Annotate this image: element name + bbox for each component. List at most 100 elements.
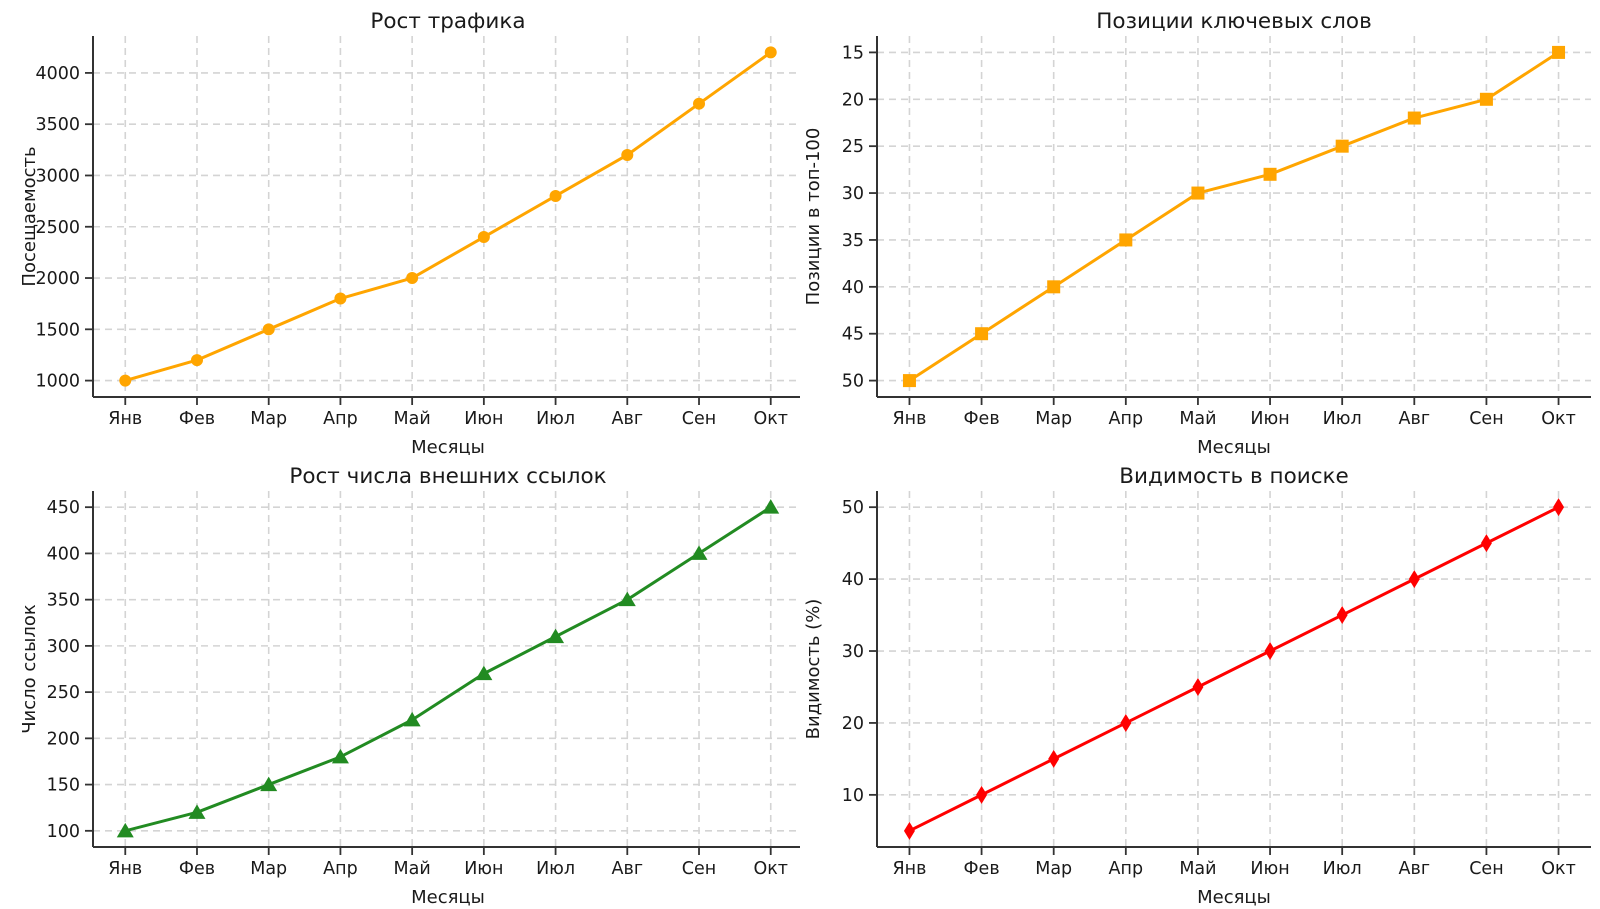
y-tick-label: 350 <box>47 591 80 611</box>
y-tick-label: 150 <box>47 776 80 796</box>
y-tick-label: 4000 <box>35 64 80 84</box>
data-point <box>1264 642 1276 661</box>
data-point <box>618 591 636 607</box>
y-tick-label: 15 <box>842 43 864 63</box>
data-point <box>260 776 278 792</box>
data-point <box>621 148 634 161</box>
y-axis-label: Посещаемость <box>19 146 40 286</box>
data-point <box>190 354 203 367</box>
y-tick-label: 50 <box>842 498 864 518</box>
data-point <box>1048 749 1060 768</box>
x-axis-label: Месяцы <box>1197 437 1271 455</box>
data-point <box>406 272 419 285</box>
data-point <box>1335 139 1349 153</box>
data-point <box>1120 713 1132 732</box>
y-tick-label: 40 <box>842 278 864 298</box>
y-tick-label: 45 <box>842 325 864 345</box>
x-tick-label: Мар <box>250 409 287 429</box>
data-point <box>1047 280 1061 294</box>
data-point <box>119 374 132 387</box>
chart-title: Позиции ключевых слов <box>1096 9 1372 34</box>
x-tick-label: Июл <box>1323 859 1362 879</box>
y-tick-label: 35 <box>842 231 864 251</box>
chart-keyword-positions: 15 20 25 30 35 40 45 50 Янв Фев Мар Апр Май Июн Июл Авг… <box>803 9 1591 455</box>
data-point <box>1119 233 1133 247</box>
y-tick-label: 3500 <box>35 115 80 135</box>
data-point <box>1263 167 1277 181</box>
data-point <box>547 628 565 644</box>
y-tick-label: 2500 <box>35 218 80 238</box>
y-tick-label: 300 <box>47 637 80 657</box>
x-tick-label: Июн <box>1250 859 1289 879</box>
y-tick-label: 1000 <box>35 372 80 392</box>
x-tick-label: Фев <box>963 859 999 879</box>
chart-search-visibility: 10 20 30 40 50 Янв Фев Мар Апр Май Июн Июл Авг Сен Окт… <box>803 464 1591 908</box>
x-tick-label: Июн <box>464 409 503 429</box>
series-line <box>123 50 773 383</box>
data-point <box>1480 534 1492 553</box>
x-tick-label: Фев <box>179 859 215 879</box>
data-point <box>549 189 562 202</box>
x-tick-label: Окт <box>753 409 788 429</box>
data-point <box>188 804 206 819</box>
series-line <box>907 505 1561 833</box>
x-tick-label: Апр <box>1109 409 1144 429</box>
x-tick-label: Мар <box>250 859 287 879</box>
x-axis-label: Месяцы <box>411 887 485 908</box>
chart-title: Видимость в поиске <box>1119 464 1349 489</box>
y-tick-label: 30 <box>842 184 864 204</box>
series-line <box>907 50 1561 383</box>
data-point <box>331 748 349 764</box>
x-tick-label: Сен <box>682 859 716 879</box>
x-tick-label: Июл <box>536 409 575 429</box>
data-point <box>975 327 989 341</box>
x-tick-label: Фев <box>963 409 999 429</box>
series-line <box>123 505 773 833</box>
data-point <box>1192 677 1204 696</box>
data-point <box>693 97 706 110</box>
data-point <box>976 785 988 804</box>
data-point <box>902 374 916 388</box>
y-tick-label: 20 <box>842 714 864 734</box>
x-tick-label: Сен <box>682 409 716 429</box>
x-tick-label: Июл <box>536 859 575 879</box>
x-tick-label: Янв <box>892 409 926 429</box>
x-tick-label: Окт <box>1541 859 1576 879</box>
y-tick-label: 200 <box>47 729 80 749</box>
x-tick-label: Авг <box>1399 409 1430 429</box>
x-tick-label: Июн <box>464 859 503 879</box>
x-tick-label: Май <box>394 859 431 879</box>
data-point <box>116 822 134 838</box>
x-tick-label: Окт <box>753 859 788 879</box>
data-point <box>1479 92 1493 106</box>
x-tick-label: Май <box>1179 859 1216 879</box>
data-point <box>1408 570 1420 589</box>
x-tick-label: Авг <box>612 859 643 879</box>
y-tick-label: 50 <box>842 372 864 392</box>
data-point <box>903 821 915 840</box>
x-tick-label: Июл <box>1323 409 1362 429</box>
x-tick-label: Апр <box>323 859 358 879</box>
data-point <box>764 46 777 59</box>
x-tick-label: Мар <box>1035 409 1072 429</box>
y-tick-label: 10 <box>842 786 864 806</box>
x-tick-label: Сен <box>1469 409 1503 429</box>
x-tick-label: Июн <box>1250 409 1289 429</box>
x-tick-label: Авг <box>612 409 643 429</box>
chart-title: Рост трафика <box>370 9 525 34</box>
y-tick-label: 400 <box>47 544 80 564</box>
data-point <box>1553 498 1565 517</box>
y-tick-label: 3000 <box>35 166 80 186</box>
y-tick-label: 30 <box>842 642 864 662</box>
y-axis-label: Число ссылок <box>19 604 40 734</box>
x-tick-label: Фев <box>179 409 215 429</box>
y-tick-label: 2000 <box>35 269 80 289</box>
data-point <box>403 711 421 727</box>
x-tick-label: Апр <box>1109 859 1144 879</box>
data-point <box>262 323 275 336</box>
x-tick-label: Окт <box>1541 409 1576 429</box>
x-tick-label: Май <box>394 409 431 429</box>
x-tick-label: Янв <box>892 859 926 879</box>
y-tick-label: 100 <box>47 822 80 842</box>
